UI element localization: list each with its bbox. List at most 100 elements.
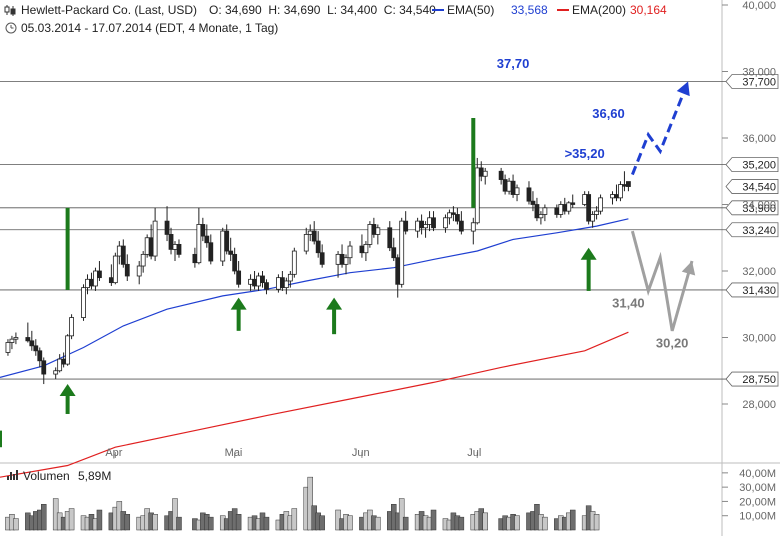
candle — [93, 267, 98, 291]
volume-bar — [542, 516, 548, 531]
level-price-label: 35,200 — [742, 160, 776, 172]
candle — [387, 221, 393, 252]
horizontal-levels: 37,700 35,200 33,900 33,240 31,430 28,750 34,5… — [0, 74, 779, 387]
candle — [538, 211, 544, 225]
candle-body — [256, 275, 261, 287]
level-price-label: 28,750 — [742, 374, 776, 386]
forecast-paths — [630, 80, 696, 332]
candle-body — [33, 345, 39, 352]
candle — [431, 211, 436, 232]
chart-header: Hewlett-Packard Co. (Last, USD) O: 34,69… — [4, 3, 667, 35]
candle-body — [542, 207, 548, 215]
ema50-legend-label: EMA(50) — [447, 3, 494, 17]
candle — [65, 334, 71, 366]
candle — [37, 347, 43, 368]
candle — [343, 254, 349, 275]
candle — [470, 217, 476, 245]
ohlc-readout: O: 34,690 H: 34,690 L: 34,400 C: 34,540 — [209, 3, 436, 17]
candle — [474, 157, 480, 225]
candle — [164, 206, 170, 242]
price-target-label: 30,20 — [656, 335, 689, 350]
candle-body — [13, 337, 19, 340]
candle-body — [120, 245, 126, 265]
candle — [363, 241, 369, 262]
candle — [248, 274, 253, 291]
buy-arrow-head — [59, 384, 76, 397]
candle-body — [343, 257, 349, 265]
candle — [319, 244, 325, 268]
candle — [140, 251, 146, 273]
volume-bar — [208, 516, 214, 531]
candle-body — [168, 234, 174, 250]
candle-body — [291, 250, 297, 275]
candle — [220, 227, 226, 267]
candle-body — [387, 227, 393, 249]
candle — [594, 206, 599, 220]
candle — [458, 211, 464, 235]
buy-arrow — [59, 384, 76, 414]
last-price-box — [725, 179, 779, 194]
candle — [582, 191, 588, 207]
candle-body — [427, 217, 432, 225]
candle-body — [554, 207, 560, 215]
candle — [204, 224, 210, 248]
candle — [451, 206, 456, 222]
candle — [200, 217, 206, 242]
candle-body — [65, 335, 71, 365]
candle — [403, 211, 409, 235]
candle — [53, 367, 59, 380]
candle — [29, 330, 35, 351]
candle — [57, 354, 63, 373]
candle — [264, 279, 269, 295]
price-tick-label: 38,000 — [742, 67, 776, 79]
candle-body — [140, 253, 146, 267]
candle-body — [339, 253, 345, 265]
candle — [514, 184, 520, 202]
candle-body — [371, 224, 377, 235]
candle-body — [5, 342, 11, 353]
candle-body — [502, 179, 508, 192]
level-price-box — [725, 371, 779, 387]
candle-body — [423, 224, 428, 229]
ema200-line — [0, 331, 629, 478]
volume-bar — [482, 512, 488, 531]
candle — [97, 261, 102, 281]
candle — [33, 339, 39, 356]
candle — [566, 201, 572, 215]
candle — [371, 217, 377, 238]
candle — [279, 271, 285, 291]
volume-bar — [124, 514, 131, 531]
candle — [232, 247, 238, 275]
bullish-forecast-path — [631, 80, 690, 176]
volume-bar — [398, 498, 405, 531]
candle-body — [315, 240, 321, 254]
candle — [236, 261, 242, 288]
volume-bar — [458, 516, 465, 531]
candle-body — [375, 227, 381, 235]
volume-panel: Volumen 5,89M 10,00M 20,00M 30,00M 40,00M — [5, 468, 776, 531]
candle — [498, 167, 504, 185]
level-price-box — [725, 157, 779, 172]
bearish-forecast-arrowhead — [681, 261, 696, 276]
candle — [454, 207, 460, 225]
candle-body — [590, 214, 596, 222]
level-price-box — [725, 222, 779, 238]
candle-body — [534, 204, 540, 219]
candle — [419, 214, 424, 235]
candle-body — [566, 202, 572, 212]
price-tick-label: 30,000 — [742, 333, 776, 345]
volume-bar — [291, 508, 298, 531]
candle — [562, 197, 568, 215]
candle-body — [224, 230, 230, 252]
candle-body — [363, 243, 369, 254]
candle-body — [391, 247, 397, 259]
candlesticks — [5, 157, 631, 385]
candle-body — [204, 235, 210, 244]
candle-body — [399, 220, 405, 285]
candle — [347, 241, 353, 265]
candle-body — [200, 224, 206, 237]
candle — [252, 271, 257, 290]
candle — [598, 194, 603, 215]
